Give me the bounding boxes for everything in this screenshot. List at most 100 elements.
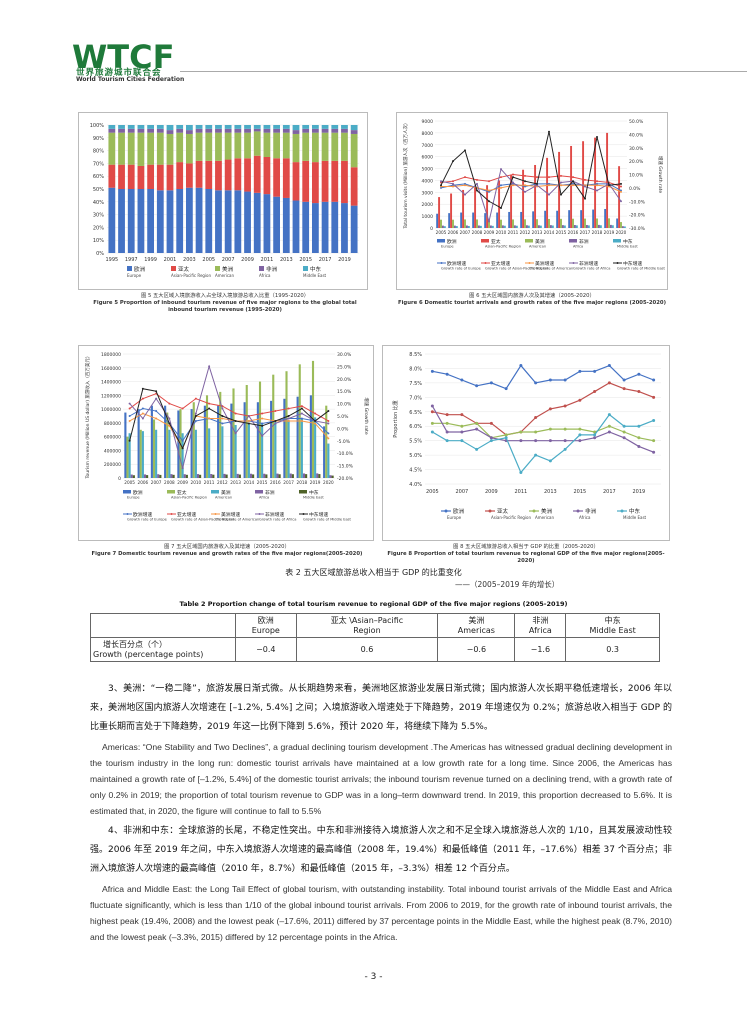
y-tick-label: 8.0% <box>409 366 422 372</box>
growth-point <box>300 417 303 420</box>
bar <box>556 210 559 228</box>
legend-marker <box>258 513 261 515</box>
legend-marker <box>484 262 487 264</box>
bar <box>474 187 477 228</box>
table-header-row: 欧洲 Europe 亚太 \Asian–Pacific Region 美洲 Ameri… <box>90 613 660 638</box>
x-tick-label: 2019 <box>338 257 351 263</box>
data-point <box>534 416 538 420</box>
bar <box>192 402 195 478</box>
bar <box>274 421 277 478</box>
x-tick-label: 2007 <box>222 257 235 263</box>
bar <box>331 475 334 478</box>
data-point <box>534 381 538 385</box>
y-axis-label: Proportion 比重 <box>392 400 399 437</box>
y2-tick-label: 30.0% <box>629 146 644 152</box>
data-point <box>652 439 656 443</box>
bar-segment <box>176 189 184 253</box>
bar <box>203 405 206 478</box>
growth-point <box>500 176 502 179</box>
figure-7-panel: 0 200000 400000 600000 800000 1000000 1200000 1… <box>78 345 374 541</box>
bar-segment <box>215 128 222 133</box>
bar <box>568 210 571 228</box>
growth-point <box>560 174 562 177</box>
x-tick-label: 2017 <box>603 489 616 495</box>
legend-marker <box>532 509 536 513</box>
legend-label: 亚太 <box>178 265 190 273</box>
x-tick-label: 1995 <box>105 257 118 263</box>
legend-label: 欧洲增速 <box>447 260 466 267</box>
bar-segment <box>195 187 203 253</box>
bar <box>575 225 578 228</box>
legend-marker <box>302 513 305 515</box>
growth-point <box>168 402 171 405</box>
data-point <box>652 378 656 382</box>
growth-point <box>314 412 317 415</box>
bar <box>261 422 264 478</box>
data-point <box>489 439 493 443</box>
growth-point <box>208 407 211 410</box>
table-header-middle-east: 中东 Middle East <box>565 613 660 638</box>
bar-segment <box>253 192 261 253</box>
y-tick-label: 2000 <box>422 202 434 208</box>
bar-segment <box>108 125 116 129</box>
growth-point <box>620 200 622 203</box>
bar-segment <box>350 205 358 253</box>
y-tick-label: 80% <box>93 149 104 155</box>
table-cell-americas: −0.6 <box>437 637 516 662</box>
legend-label: 亚太 <box>491 238 501 245</box>
y-tick-label: 1000 <box>422 214 434 220</box>
bar <box>436 213 439 228</box>
table-2-english-title: Table 2 Proportion change of total touri… <box>179 600 568 608</box>
legend-swatch <box>259 266 264 271</box>
bar-segment <box>156 190 164 253</box>
x-tick-label: 2005 <box>124 480 135 485</box>
data-point <box>445 372 449 376</box>
bar <box>491 225 494 228</box>
data-point <box>534 453 538 457</box>
growth-point <box>181 467 184 470</box>
legend-label: 亚太增速 <box>177 511 196 518</box>
bar <box>130 474 133 478</box>
bar <box>141 431 144 478</box>
growth-point <box>155 397 158 400</box>
data-point <box>593 430 597 434</box>
bar <box>170 474 173 478</box>
x-tick-label: 2010 <box>191 480 202 485</box>
growth-point <box>274 419 277 422</box>
figure-6-panel: 0 1000 2000 3000 4000 5000 6000 7000 8000 9000 -30… <box>396 112 668 290</box>
bar-segment <box>108 132 116 165</box>
growth-line <box>129 408 329 442</box>
legend-swatch <box>215 266 220 271</box>
legend-label: 欧洲 <box>447 238 457 245</box>
bar-segment <box>215 190 222 253</box>
data-point <box>489 381 493 385</box>
figure-5-chart: 0% 10% 20% 30% 40% 50% 60% 70% 80% 90% 100% 1995 199… <box>90 123 359 278</box>
growth-point <box>261 434 264 437</box>
bar <box>199 474 202 478</box>
bar <box>501 225 504 228</box>
bar <box>544 210 547 228</box>
legend-sublabel: Growth rate of Middle East <box>617 267 666 271</box>
growth-point <box>512 181 514 184</box>
y-tick-label: 3000 <box>422 190 434 196</box>
bar <box>208 428 211 478</box>
bar <box>126 436 129 478</box>
legend-marker <box>620 509 624 513</box>
bar-segment <box>350 167 358 206</box>
growth-point <box>500 184 502 187</box>
bar <box>462 189 465 228</box>
growth-point <box>584 185 586 188</box>
bar <box>210 474 213 478</box>
x-tick-label: 2012 <box>217 480 228 485</box>
y-tick-label: 800000 <box>104 421 121 427</box>
data-point <box>548 407 552 411</box>
bar <box>513 225 516 228</box>
legend-sublabel: Growth rate of Asian-Pacific Region <box>485 267 548 271</box>
legend-swatch <box>167 490 175 494</box>
legend-label: 中东 <box>623 238 633 245</box>
data-point <box>563 404 567 408</box>
bar-segment <box>234 190 242 253</box>
africa-middle-east-paragraph-cn: 4、非洲和中东：全球旅游的长尾，不稳定性突出。中东和非洲接待入境旅游人次之和不足… <box>90 826 672 874</box>
y-axis-label: Tourism revenue (Million US dollar) 旅游收入… <box>84 354 91 480</box>
table-header-asia-pacific: 亚太 \Asian–Pacific Region <box>295 613 439 638</box>
